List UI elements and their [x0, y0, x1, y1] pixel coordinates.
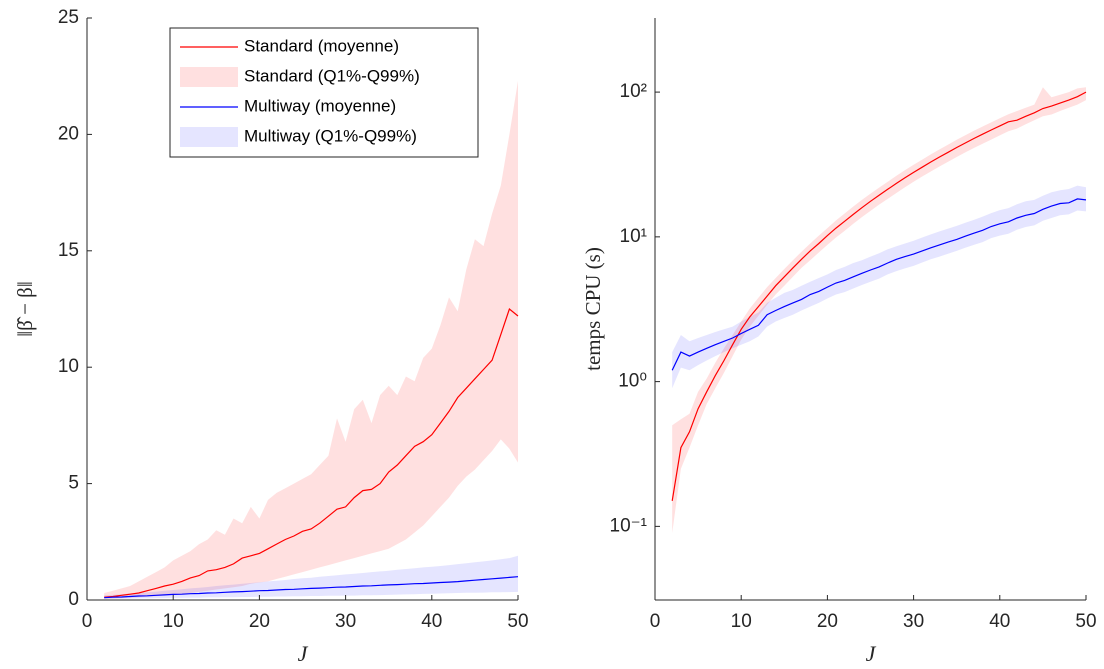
x-tick-label: 20 — [249, 611, 270, 632]
x-tick-label: 50 — [1075, 611, 1096, 632]
y-tick-label: 25 — [58, 7, 79, 28]
y-tick-label: 20 — [58, 123, 79, 144]
legend-label: Standard (moyenne) — [244, 36, 399, 55]
x-tick-label: 0 — [82, 611, 93, 632]
legend-swatch — [180, 67, 238, 87]
line — [671, 91, 1087, 501]
line — [671, 198, 1087, 371]
y-tick-label: 10¹ — [620, 226, 647, 247]
y-tick-label: 0 — [68, 589, 79, 610]
x-tick-label: 40 — [989, 611, 1010, 632]
line — [104, 576, 519, 599]
plot-area — [104, 80, 519, 599]
y-tick-label: 10² — [620, 81, 647, 102]
x-tick-label: 10 — [731, 611, 752, 632]
y-tick-label: 15 — [58, 240, 79, 261]
x-tick-label: 50 — [507, 611, 528, 632]
plot-area — [671, 87, 1087, 534]
legend-label: Standard (Q1%-Q99%) — [244, 66, 420, 85]
x-tick-label: 30 — [903, 611, 924, 632]
x-tick-label: 10 — [163, 611, 184, 632]
x-tick-label: 40 — [421, 611, 442, 632]
x-tick-label: 30 — [335, 611, 356, 632]
x-tick-label: 0 — [650, 611, 661, 632]
band — [104, 80, 518, 599]
legend-label: Multiway (Q1%-Q99%) — [244, 126, 417, 145]
legend-swatch — [180, 127, 238, 147]
line — [104, 307, 519, 598]
x-axis-label: J — [298, 641, 309, 666]
legend: Standard (moyenne) Standard (Q1%-Q99%) Mul… — [169, 27, 479, 158]
legend-box — [169, 27, 479, 158]
y-axis-label: ‖β̂ − β‖ — [13, 281, 37, 337]
y-tick-label: 10⁻¹ — [610, 515, 648, 536]
y-axis-label: temps CPU (s) — [581, 247, 605, 371]
x-tick-label: 20 — [817, 611, 838, 632]
band — [672, 87, 1086, 534]
y-tick-label: 10⁰ — [618, 371, 647, 392]
y-tick-label: 5 — [68, 473, 79, 494]
legend-label: Multiway (moyenne) — [244, 96, 396, 115]
band — [672, 185, 1086, 389]
x-axis-label: J — [866, 641, 877, 666]
band — [104, 555, 518, 599]
y-tick-label: 10 — [58, 356, 79, 377]
